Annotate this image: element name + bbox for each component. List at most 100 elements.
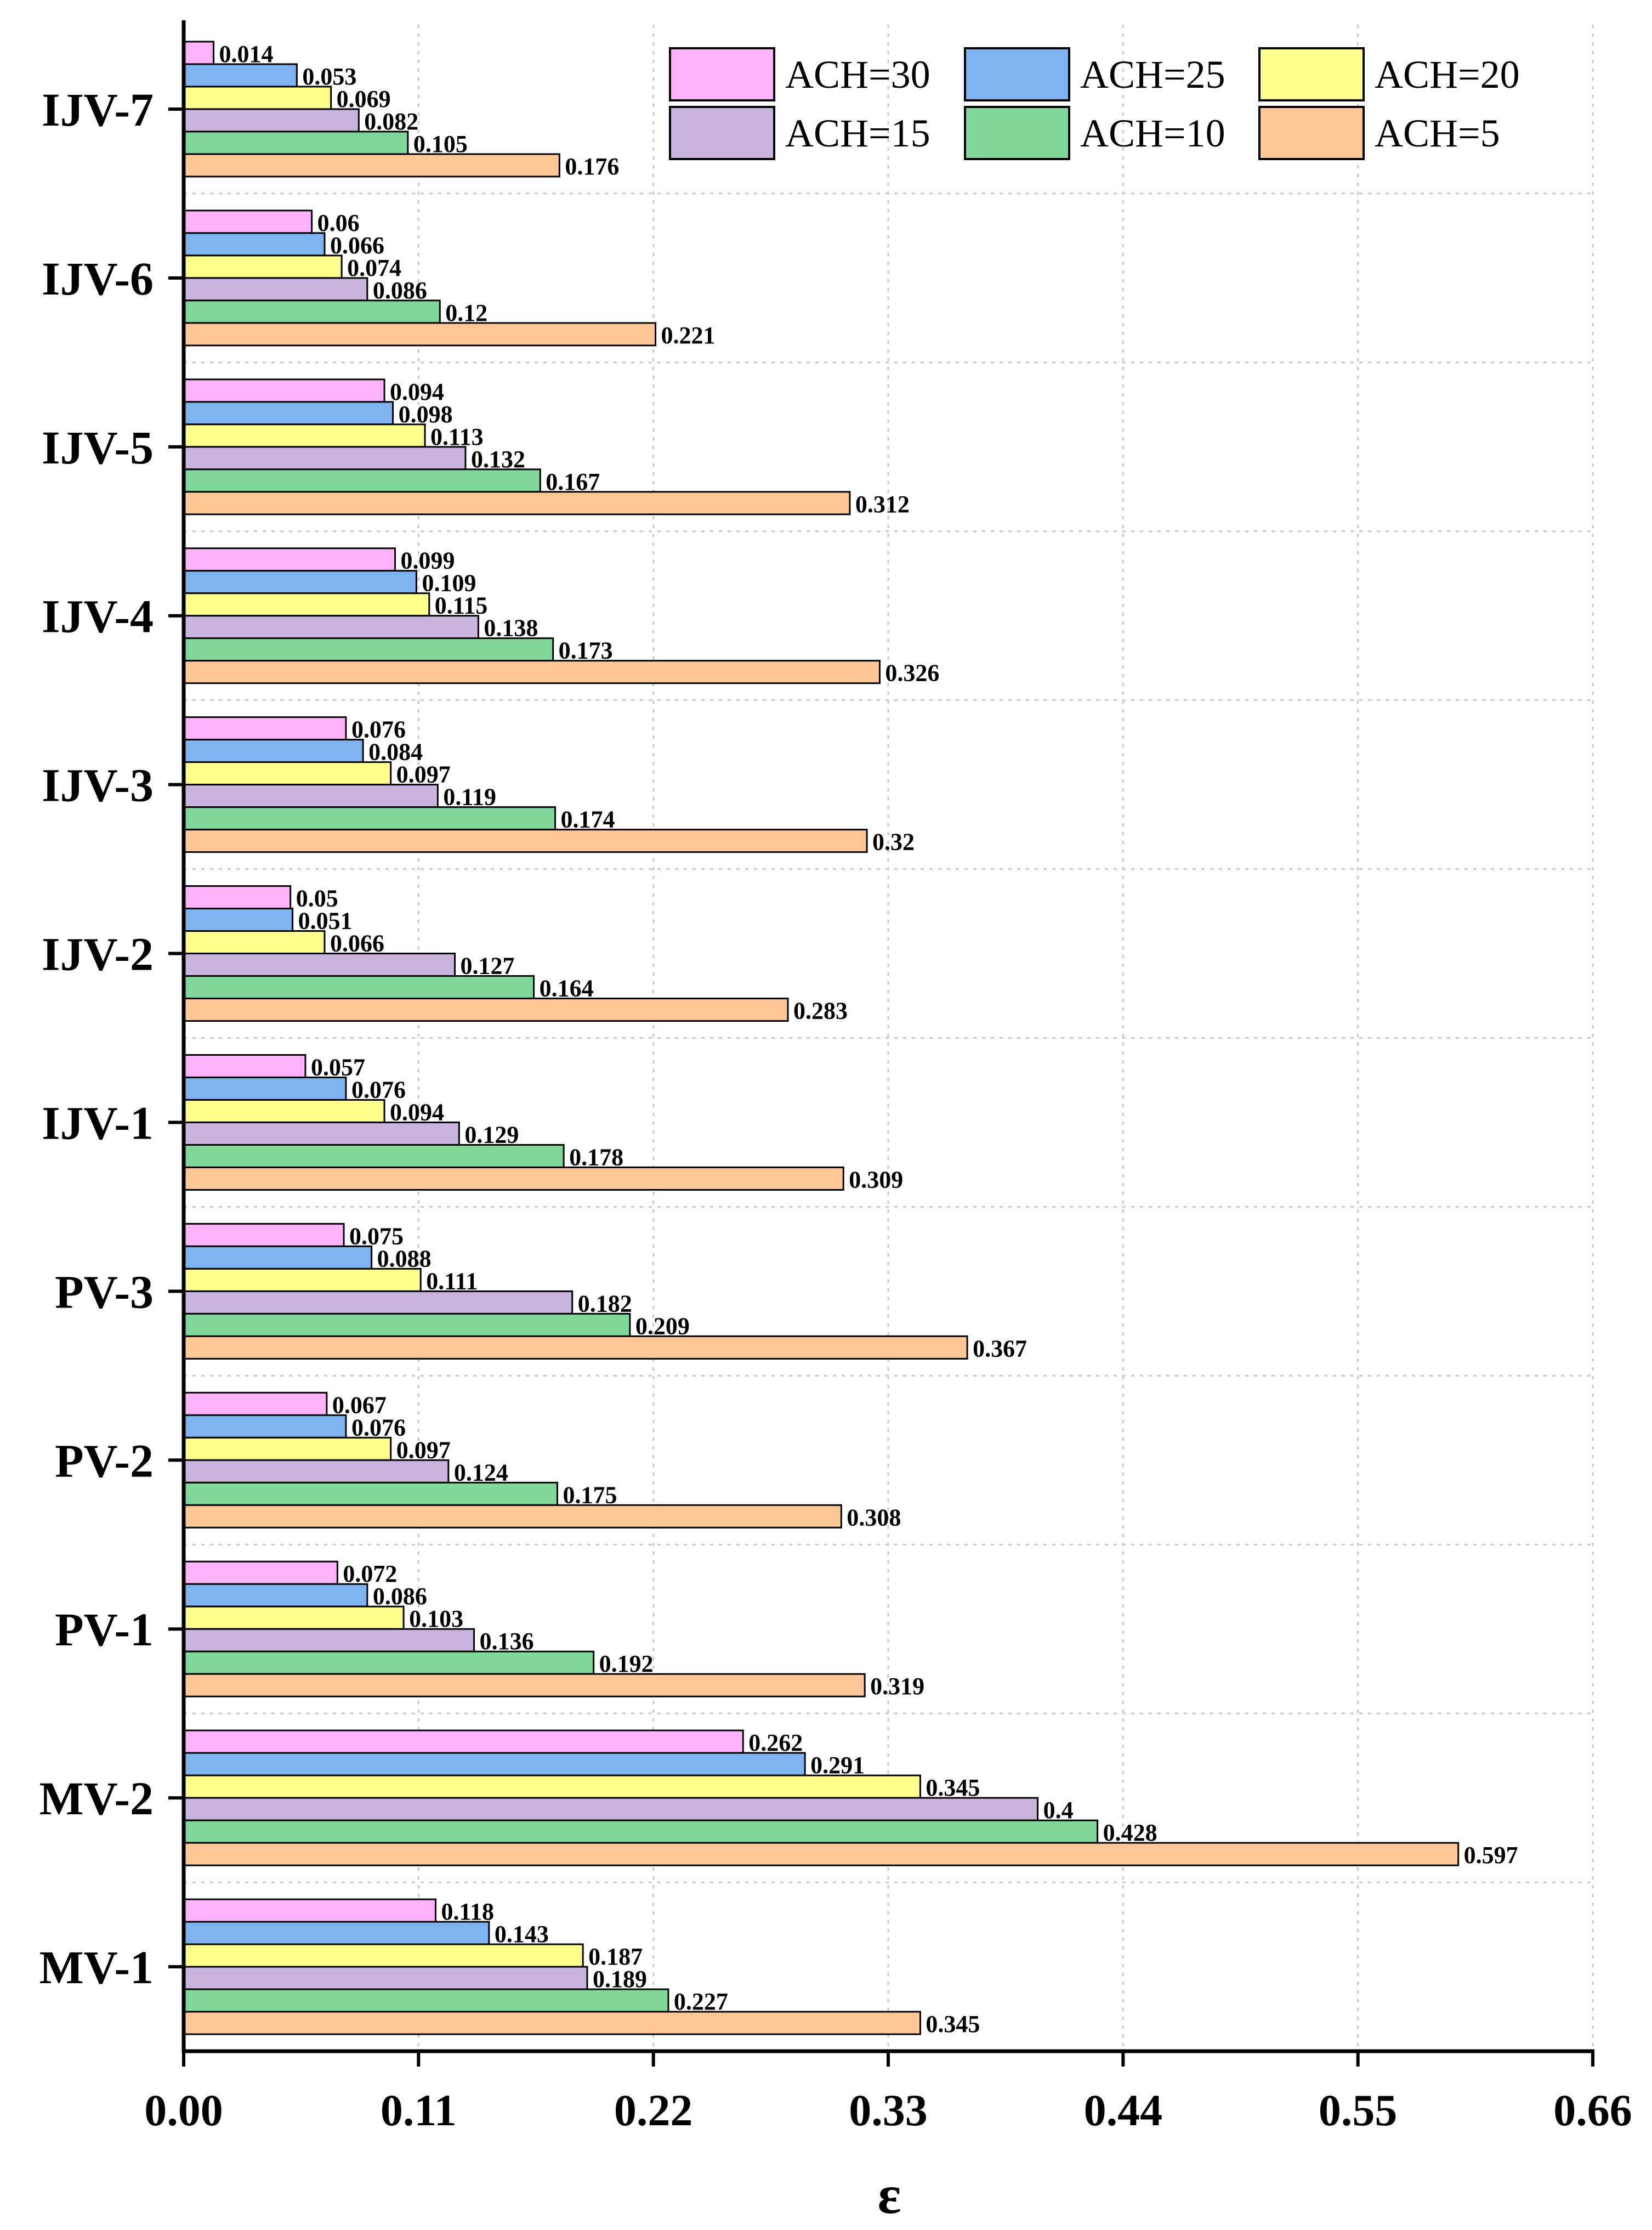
bar bbox=[183, 232, 326, 257]
data-label: 0.428 bbox=[1103, 1819, 1157, 1846]
data-label: 0.176 bbox=[565, 153, 619, 180]
data-label: 0.4 bbox=[1043, 1797, 1074, 1824]
bar bbox=[183, 660, 881, 684]
data-label: 0.05 bbox=[296, 885, 338, 912]
bar bbox=[183, 1842, 1460, 1866]
data-label: 0.182 bbox=[578, 1290, 632, 1317]
bar bbox=[183, 975, 535, 1000]
data-label: 0.32 bbox=[872, 829, 915, 856]
bar bbox=[183, 953, 456, 977]
legend-label: ACH=30 bbox=[785, 53, 930, 97]
axes: MV-1 MV-2 PV-1 PV-2 PV-3 IJV-1 IJV-2 IJV-3 IJV-4… bbox=[39, 20, 1632, 2135]
bar bbox=[183, 592, 430, 617]
data-label: 0.103 bbox=[409, 1605, 463, 1632]
data-label: 0.119 bbox=[443, 784, 496, 811]
category-label: MV-2 bbox=[39, 1772, 154, 1825]
bar bbox=[183, 153, 560, 178]
bars bbox=[183, 41, 1460, 2035]
bar bbox=[183, 615, 479, 639]
bar bbox=[183, 277, 368, 302]
bar bbox=[183, 1312, 631, 1337]
legend-label: ACH=10 bbox=[1080, 111, 1225, 155]
bar bbox=[183, 1605, 405, 1630]
bar bbox=[183, 1921, 490, 1945]
data-label: 0.136 bbox=[480, 1628, 534, 1655]
bar bbox=[183, 1797, 1039, 1821]
data-label: 0.118 bbox=[441, 1898, 494, 1925]
data-label: 0.174 bbox=[561, 806, 615, 833]
bar bbox=[183, 806, 557, 831]
bar bbox=[183, 739, 364, 763]
category-label: IJV-4 bbox=[42, 590, 154, 643]
data-label: 0.076 bbox=[351, 1414, 406, 1441]
bar bbox=[183, 491, 851, 516]
bar bbox=[183, 86, 332, 110]
x-tick-label: 0.22 bbox=[614, 2085, 693, 2135]
data-label: 0.129 bbox=[464, 1121, 519, 1148]
category-label: MV-1 bbox=[39, 1941, 154, 1994]
bar bbox=[183, 908, 294, 932]
bar bbox=[183, 210, 313, 234]
data-label: 0.014 bbox=[219, 41, 274, 67]
bar bbox=[183, 1391, 328, 1416]
bar bbox=[183, 1560, 338, 1585]
data-label: 0.345 bbox=[926, 2011, 980, 2037]
data-label: 0.12 bbox=[445, 299, 487, 326]
bar bbox=[183, 1054, 306, 1078]
bar bbox=[183, 254, 343, 279]
x-tick-label: 0.00 bbox=[144, 2085, 223, 2135]
bar bbox=[183, 1166, 844, 1191]
category-label: PV-1 bbox=[55, 1603, 154, 1656]
category-label: IJV-3 bbox=[42, 759, 154, 812]
data-label: 0.312 bbox=[855, 491, 910, 518]
data-label: 0.084 bbox=[368, 739, 423, 766]
legend-swatch bbox=[669, 106, 775, 160]
data-label: 0.345 bbox=[926, 1774, 980, 1801]
bar bbox=[183, 784, 439, 808]
data-label: 0.178 bbox=[569, 1144, 623, 1170]
bar bbox=[183, 1673, 866, 1697]
data-label: 0.066 bbox=[330, 232, 384, 259]
data-label: 0.262 bbox=[748, 1729, 803, 1756]
data-label: 0.138 bbox=[484, 615, 538, 642]
bar bbox=[183, 1504, 842, 1529]
data-label: 0.097 bbox=[396, 1436, 451, 1463]
bar bbox=[183, 885, 292, 910]
data-label: 0.086 bbox=[373, 277, 427, 304]
bar bbox=[183, 1481, 558, 1506]
bar bbox=[183, 41, 215, 65]
data-label: 0.167 bbox=[546, 468, 600, 495]
legend-label: ACH=5 bbox=[1375, 111, 1500, 155]
data-label: 0.597 bbox=[1464, 1842, 1518, 1869]
category-label: IJV-7 bbox=[42, 83, 154, 136]
bar bbox=[183, 446, 467, 471]
data-label: 0.074 bbox=[347, 254, 401, 281]
category-label: PV-3 bbox=[55, 1265, 154, 1318]
bar bbox=[183, 378, 385, 403]
data-label: 0.067 bbox=[332, 1391, 387, 1418]
data-label: 0.221 bbox=[661, 322, 716, 349]
x-tick-label: 0.55 bbox=[1319, 2085, 1398, 2135]
data-label: 0.192 bbox=[599, 1650, 654, 1677]
data-label: 0.127 bbox=[461, 953, 515, 980]
bar bbox=[183, 1459, 450, 1484]
bar bbox=[183, 1819, 1099, 1844]
bar bbox=[183, 930, 326, 955]
bar bbox=[183, 1245, 373, 1270]
x-tick-label: 0.66 bbox=[1553, 2085, 1632, 2135]
legend: ACH=30 ACH=25 ACH=20 ACH=15 ACH=10 ACH=5 bbox=[669, 47, 1520, 160]
x-tick-label: 0.44 bbox=[1084, 2085, 1163, 2135]
data-label: 0.319 bbox=[870, 1673, 924, 1700]
category-label: PV-2 bbox=[55, 1434, 154, 1487]
legend-label: ACH=20 bbox=[1375, 53, 1520, 97]
bar bbox=[183, 1144, 565, 1168]
data-label: 0.109 bbox=[422, 570, 476, 597]
data-label: 0.066 bbox=[330, 930, 384, 957]
bar bbox=[183, 1222, 345, 1247]
data-label: 0.057 bbox=[311, 1054, 365, 1080]
data-label: 0.189 bbox=[593, 1966, 647, 1993]
category-label: IJV-5 bbox=[42, 421, 154, 474]
data-label: 0.076 bbox=[351, 1076, 406, 1103]
bar bbox=[183, 2011, 921, 2035]
